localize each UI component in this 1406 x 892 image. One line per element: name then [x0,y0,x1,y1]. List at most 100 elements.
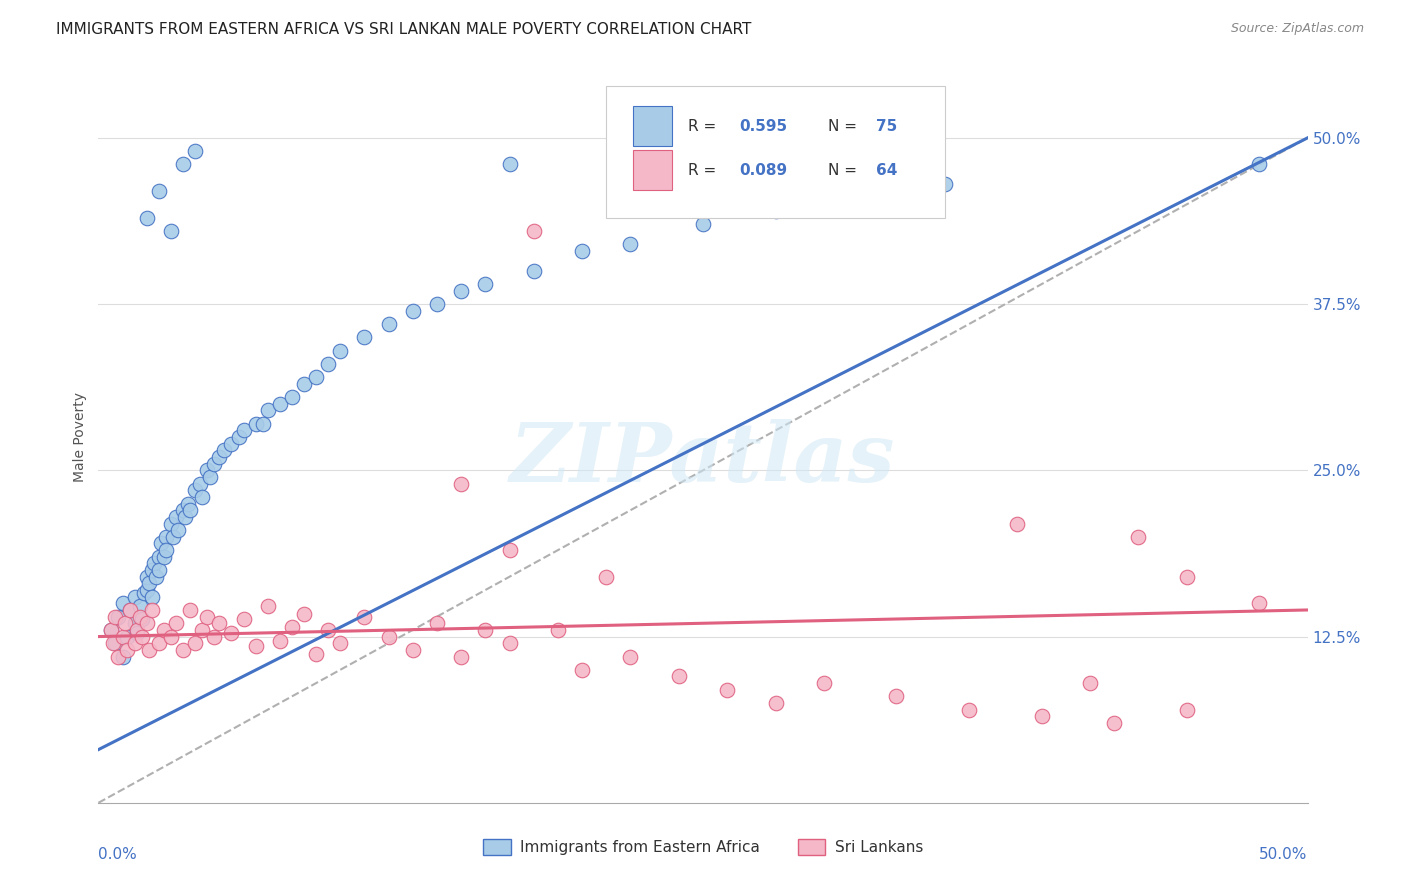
Text: IMMIGRANTS FROM EASTERN AFRICA VS SRI LANKAN MALE POVERTY CORRELATION CHART: IMMIGRANTS FROM EASTERN AFRICA VS SRI LA… [56,22,752,37]
Point [148,563,170,577]
Point [619,649,641,664]
Text: R =: R = [689,162,721,178]
Point [292,607,315,621]
Point [184,636,207,650]
Point [128,609,150,624]
Text: 0.595: 0.595 [740,119,787,134]
Point [138,576,160,591]
Point [184,144,207,158]
Point [165,509,187,524]
Point [107,649,129,664]
Point [571,663,593,677]
FancyBboxPatch shape [633,150,672,190]
Point [160,516,183,531]
Point [208,616,231,631]
Point [160,630,183,644]
Point [135,616,157,631]
Text: N =: N = [828,119,862,134]
Text: 64: 64 [876,162,897,178]
Point [124,590,146,604]
Point [127,623,149,637]
Point [305,370,328,384]
Point [124,636,146,650]
Point [450,476,472,491]
Point [177,497,200,511]
Point [134,585,156,599]
Point [118,603,141,617]
Point [523,264,546,278]
Point [1102,716,1125,731]
Point [860,184,883,198]
Point [104,609,127,624]
Text: ZIPatlas: ZIPatlas [510,419,896,499]
Point [135,582,157,597]
Point [155,530,177,544]
Legend: Immigrants from Eastern Africa, Sri Lankans: Immigrants from Eastern Africa, Sri Lank… [477,833,929,861]
Point [1175,703,1198,717]
Point [252,417,274,431]
Point [377,630,399,644]
Point [152,623,174,637]
Text: N =: N = [828,162,862,178]
Point [167,523,190,537]
Point [208,450,231,464]
Point [316,357,339,371]
Y-axis label: Male Poverty: Male Poverty [73,392,87,482]
Point [256,403,278,417]
Point [191,623,214,637]
Point [101,636,124,650]
Point [668,669,690,683]
Point [145,570,167,584]
Point [450,284,472,298]
Point [498,543,520,558]
Point [498,636,520,650]
Point [212,443,235,458]
Point [172,643,194,657]
Point [316,623,339,637]
Text: 75: 75 [876,119,897,134]
Point [1249,157,1271,171]
Point [150,536,173,550]
Point [141,590,163,604]
Point [692,217,714,231]
Point [204,457,226,471]
Point [934,178,956,192]
Text: 50.0%: 50.0% [1260,847,1308,862]
Point [571,244,593,258]
Point [281,390,304,404]
Point [188,476,211,491]
Point [141,603,163,617]
Point [143,557,166,571]
Point [402,303,425,318]
Point [1175,570,1198,584]
Point [198,470,221,484]
Point [256,599,278,613]
Point [131,612,153,626]
Point [135,570,157,584]
Point [160,224,183,238]
Point [765,696,787,710]
Point [426,616,449,631]
Point [1249,596,1271,610]
Point [172,157,194,171]
Point [813,676,835,690]
Point [221,436,243,450]
Point [377,317,399,331]
Point [450,649,472,664]
Point [131,630,153,644]
Point [245,417,267,431]
Point [111,596,134,610]
Point [148,636,170,650]
Point [165,616,187,631]
Point [148,184,170,198]
Point [128,599,150,613]
Point [118,603,141,617]
Point [353,609,375,624]
Point [474,623,496,637]
Point [305,647,328,661]
Point [547,623,569,637]
Point [716,682,738,697]
Point [195,463,218,477]
Point [135,211,157,225]
Point [281,620,304,634]
